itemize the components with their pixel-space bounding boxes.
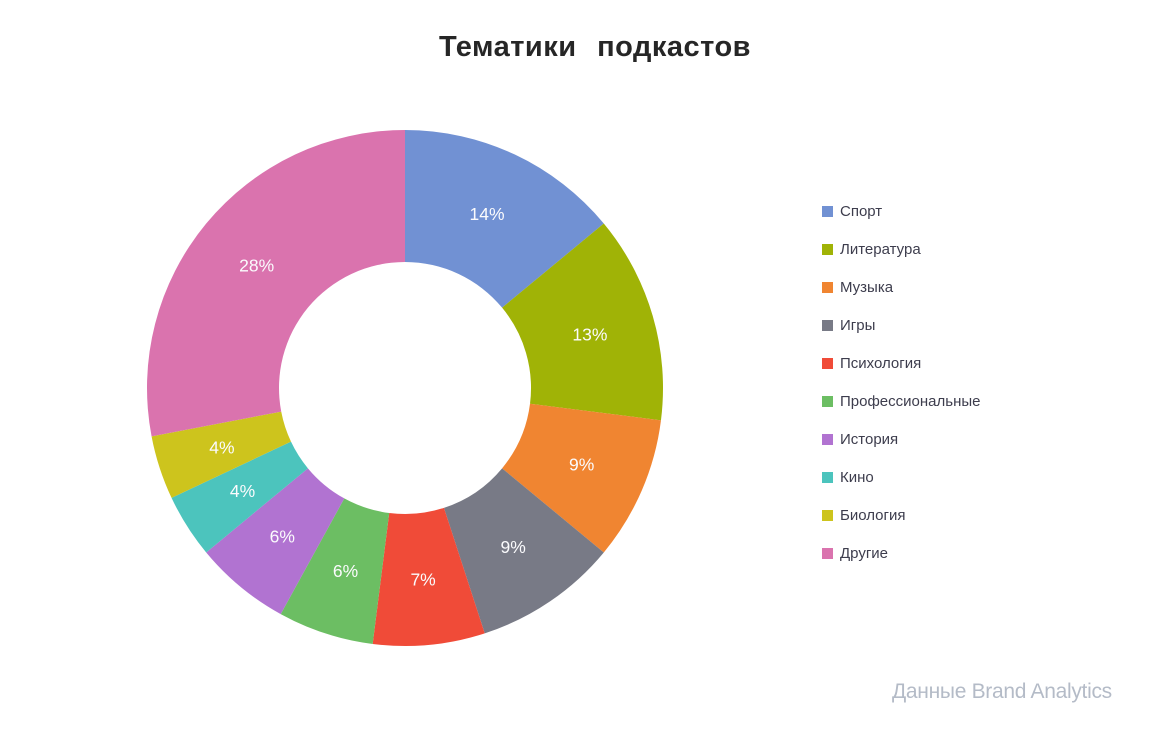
legend-swatch <box>822 396 833 407</box>
legend-item: Спорт <box>822 204 980 219</box>
donut-chart: 14% 13% 9% 9% 7% 6% 6% 4% 4% 28% <box>145 128 665 648</box>
pie-slice <box>280 498 390 644</box>
legend-label: Музыка <box>840 279 894 296</box>
slice-percentage-label: 7% <box>410 570 435 590</box>
legend-label: Психология <box>840 355 922 372</box>
legend-swatch <box>822 282 833 293</box>
legend-swatch <box>822 206 833 217</box>
legend-item: Психология <box>822 356 980 371</box>
legend-label: Другие <box>840 545 889 562</box>
pie-slice <box>171 441 308 553</box>
pie-slice <box>405 130 604 308</box>
legend-label: История <box>840 431 899 448</box>
legend-swatch <box>822 510 833 521</box>
pie-slice <box>206 468 345 615</box>
slice-percentage-label: 9% <box>569 455 594 475</box>
legend-swatch <box>822 320 833 331</box>
legend-item: Биология <box>822 508 980 523</box>
legend-label: Спорт <box>840 203 883 220</box>
legend-label: Биология <box>840 507 906 524</box>
slice-percentage-label: 4% <box>230 481 255 501</box>
slice-percentage-label: 4% <box>209 438 234 458</box>
pie-slice <box>151 411 291 498</box>
legend-item: История <box>822 432 980 447</box>
legend-label: Игры <box>840 317 876 334</box>
legend-item: Музыка <box>822 280 980 295</box>
pie-slice <box>372 507 485 647</box>
pie-slice <box>502 223 664 421</box>
chart-title: Тематики подкастов <box>438 31 752 63</box>
legend-label: Кино <box>840 469 874 486</box>
attribution-text: Данные Brand Analytics <box>892 680 1112 703</box>
pie-slice <box>147 130 405 437</box>
legend-swatch <box>822 548 833 559</box>
legend-label: Литература <box>840 241 921 258</box>
legend-item: Литература <box>822 242 980 257</box>
legend-item: Профессиональные <box>822 394 980 409</box>
legend-item: Игры <box>822 318 980 333</box>
pie-slice <box>502 403 661 553</box>
legend-item: Другие <box>822 546 980 561</box>
legend-swatch <box>822 244 833 255</box>
slice-percentage-label: 28% <box>239 255 274 275</box>
slice-percentage-label: 9% <box>501 537 526 557</box>
legend-swatch <box>822 434 833 445</box>
slice-percentage-label: 6% <box>270 526 295 546</box>
legend-swatch <box>822 358 833 369</box>
pie-slice <box>443 468 604 634</box>
donut-chart-svg: 14% 13% 9% 9% 7% 6% 6% 4% 4% 28% <box>147 130 664 647</box>
legend-item: Кино <box>822 470 980 485</box>
slice-percentage-label: 13% <box>572 324 607 344</box>
legend-label: Профессиональные <box>840 393 981 410</box>
slice-percentage-label: 14% <box>469 204 504 224</box>
legend-swatch <box>822 472 833 483</box>
chart-legend: Спорт Литература Музыка Игры Психология Профе… <box>822 204 980 584</box>
slice-percentage-label: 6% <box>333 561 358 581</box>
